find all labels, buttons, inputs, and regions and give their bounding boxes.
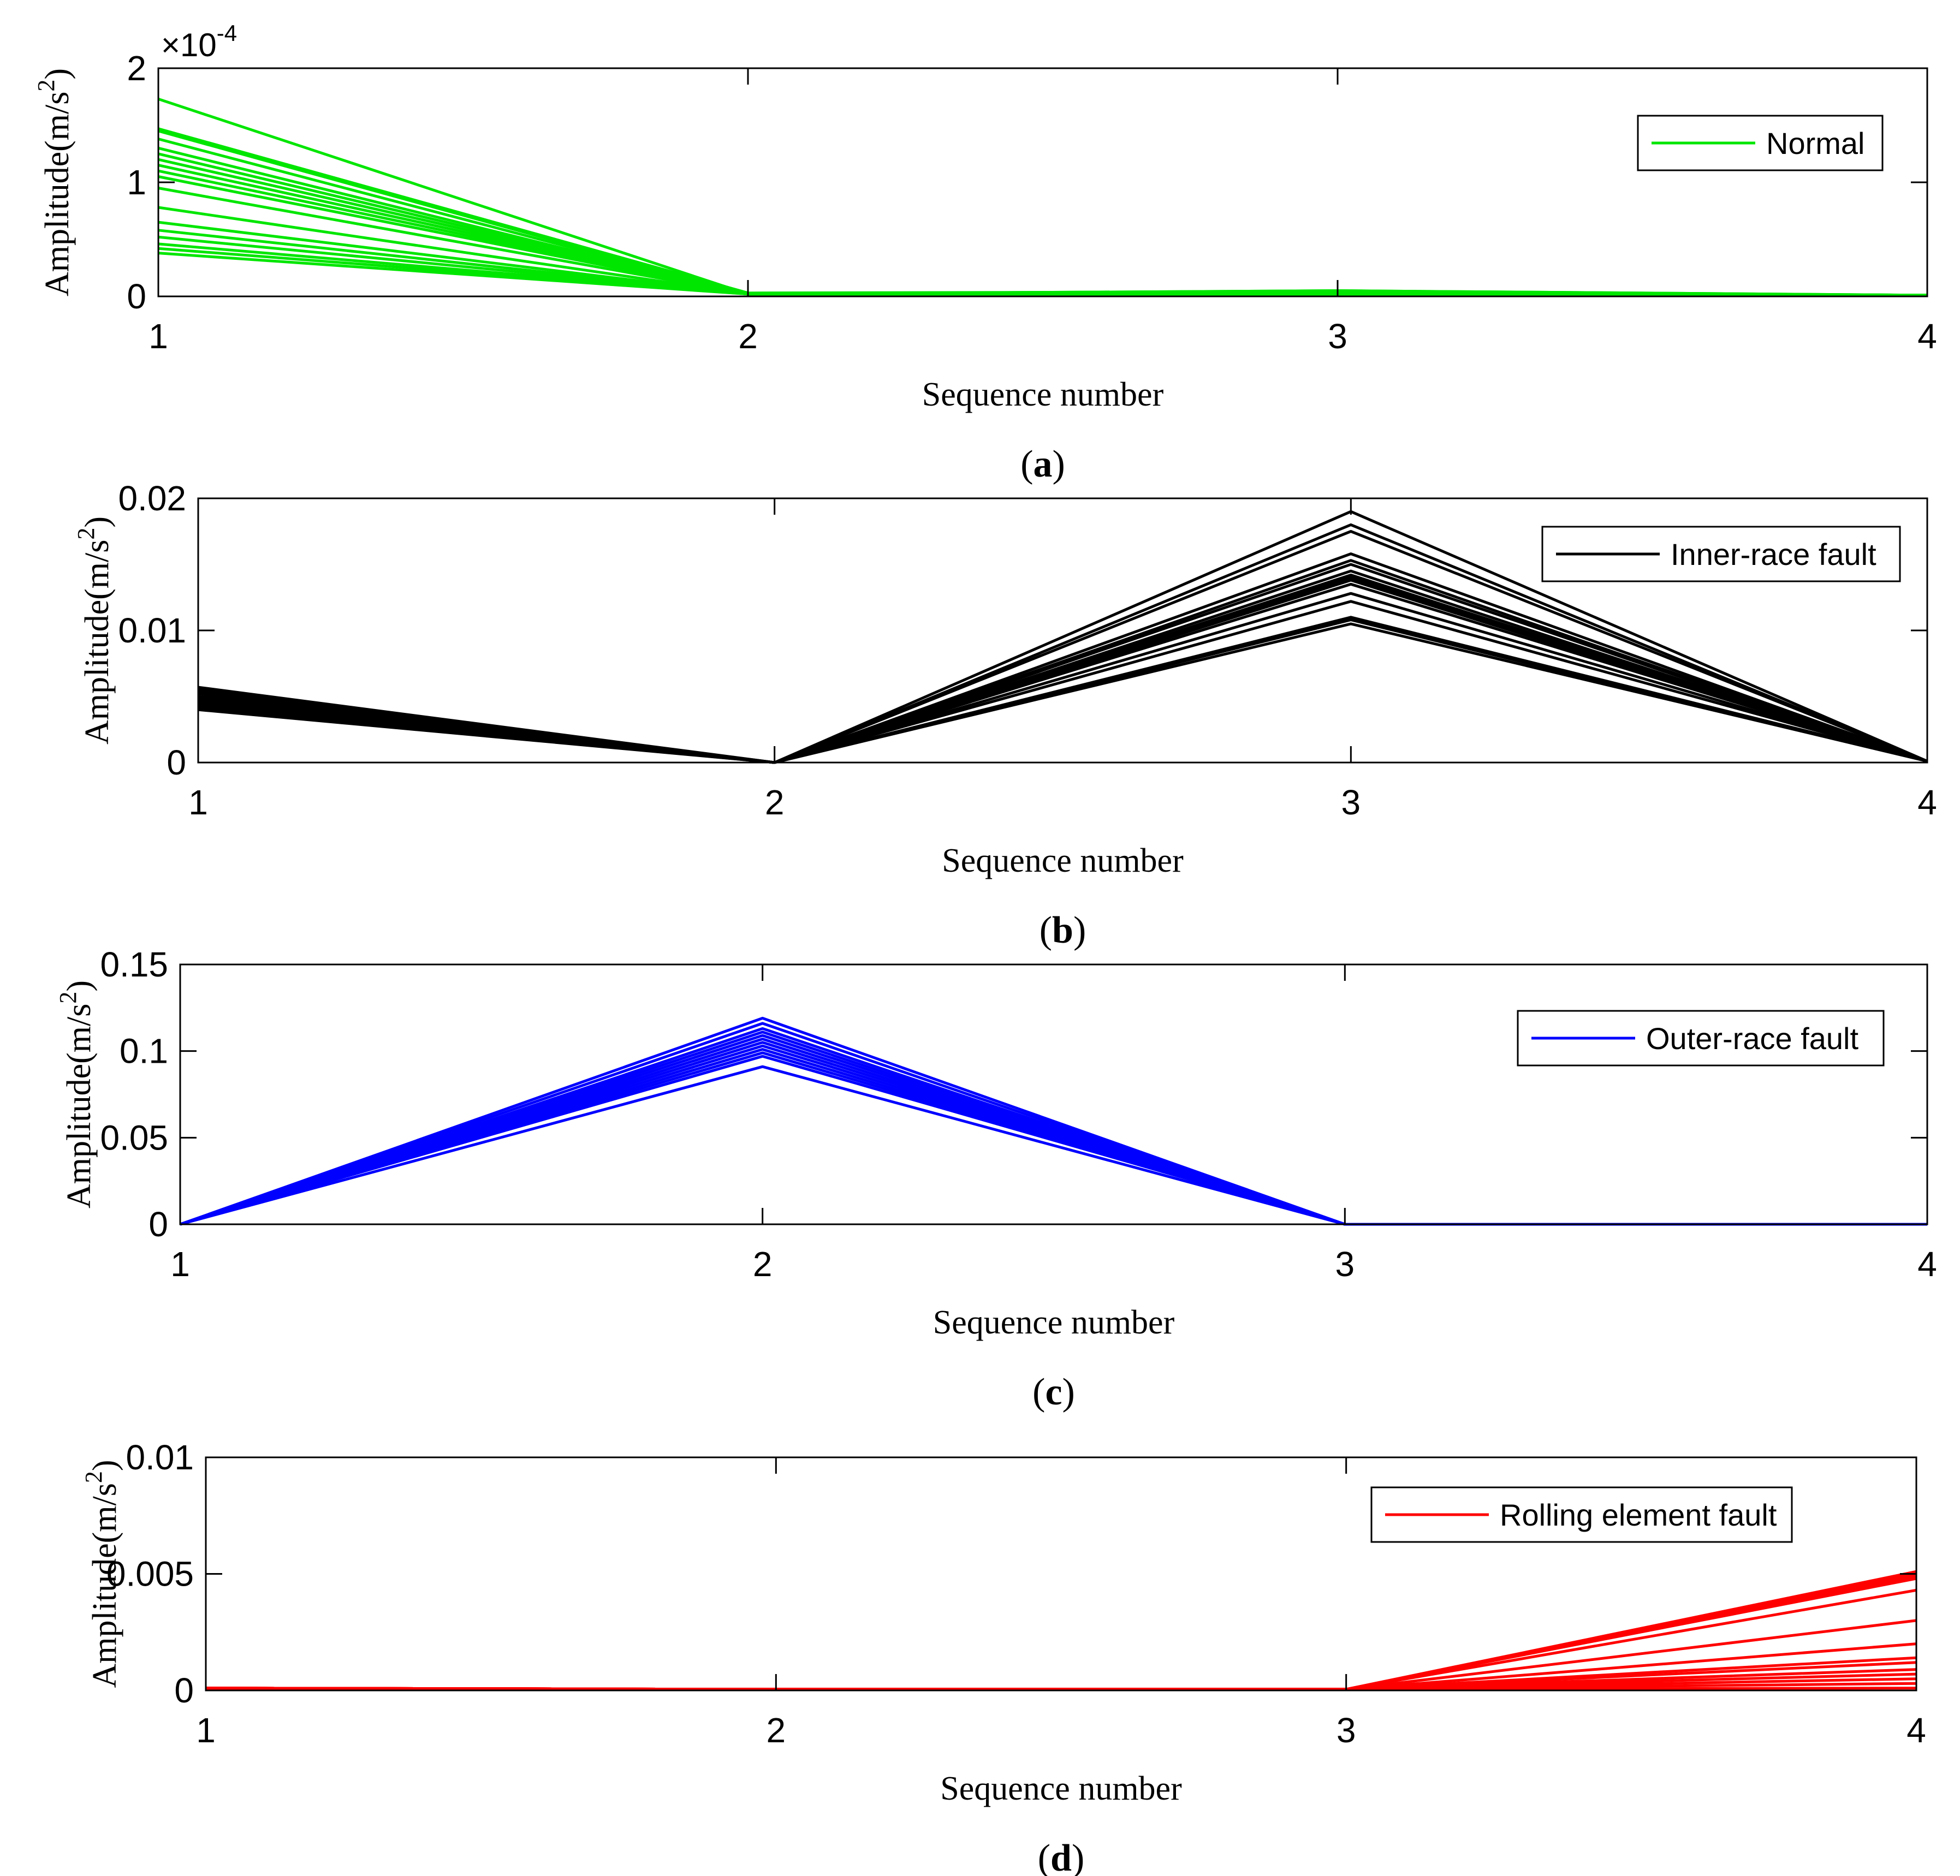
y-tick-label: 0.01 — [118, 611, 186, 650]
x-tick-label: 4 — [1917, 783, 1937, 822]
y-axis-title: Amplitude(m/s2) — [73, 516, 116, 745]
axes-box — [179, 963, 1928, 1225]
legend: Normal — [1637, 115, 1884, 171]
y-tick-label: 0.15 — [100, 945, 168, 984]
x-tick-label: 1 — [188, 783, 208, 822]
x-tick-label: 2 — [765, 783, 785, 822]
y-tick-label: 0.01 — [126, 1438, 194, 1477]
y-axis-title: Amplitude(m/s2) — [33, 68, 76, 296]
x-axis-title: Sequence number — [922, 376, 1164, 413]
x-tick-label: 3 — [1337, 1711, 1356, 1750]
x-tick-label: 4 — [1906, 1711, 1926, 1750]
x-tick-label: 4 — [1917, 317, 1937, 356]
legend-label: Normal — [1766, 126, 1864, 160]
x-tick-label: 1 — [149, 317, 168, 356]
y-tick-label: 1 — [127, 163, 146, 202]
series-line-18 — [158, 252, 1928, 297]
y-tick-label: 0 — [127, 277, 146, 316]
panel-label: (c) — [1032, 1371, 1075, 1413]
legend-label: Inner-race fault — [1671, 537, 1876, 571]
y-tick-label: 2 — [127, 49, 146, 88]
x-tick-label: 2 — [753, 1244, 773, 1284]
series-line-16 — [198, 622, 1928, 764]
x-tick-label: 3 — [1341, 783, 1361, 822]
y-tick-label: 0.02 — [118, 479, 186, 518]
series-group — [158, 98, 1928, 297]
legend: Rolling element fault — [1370, 1486, 1793, 1543]
x-tick-label: 3 — [1335, 1244, 1355, 1284]
series-group — [205, 1570, 1917, 1691]
x-axis-title: Sequence number — [940, 1770, 1182, 1807]
series-line-9 — [158, 169, 1928, 297]
y-tick-label: 0.1 — [120, 1032, 168, 1071]
panel-label: (a) — [1020, 443, 1065, 485]
y-tick-label: 0 — [149, 1205, 168, 1244]
legend-label: Outer-race fault — [1646, 1021, 1858, 1056]
x-tick-label: 1 — [196, 1711, 216, 1750]
legend: Outer-race fault — [1517, 1010, 1885, 1067]
legend-label: Rolling element fault — [1500, 1498, 1777, 1532]
x-tick-label: 1 — [170, 1244, 190, 1284]
x-axis-title: Sequence number — [942, 842, 1184, 879]
x-tick-label: 3 — [1328, 317, 1347, 356]
panel-label: (d) — [1038, 1837, 1085, 1876]
series-group — [198, 510, 1928, 764]
legend: Inner-race fault — [1541, 526, 1901, 582]
x-tick-label: 2 — [738, 317, 758, 356]
y-tick-label: 0 — [167, 743, 186, 782]
y-tick-label: 0 — [174, 1671, 194, 1710]
y-axis-title: Amplitude(m/s2) — [55, 980, 98, 1208]
y-tick-label: 0.005 — [106, 1555, 194, 1594]
series-line-14 — [205, 1687, 1917, 1691]
series-line-15 — [198, 618, 1928, 764]
y-axis-title: Amplitude(m/s2) — [80, 1460, 123, 1688]
y-tick-label: 0.05 — [100, 1118, 168, 1157]
x-axis-title: Sequence number — [933, 1304, 1175, 1341]
y-exponent-label: ×10-4 — [161, 20, 237, 63]
x-tick-label: 2 — [767, 1711, 786, 1750]
panel-label: (b) — [1040, 909, 1086, 951]
x-tick-label: 4 — [1917, 1244, 1937, 1284]
